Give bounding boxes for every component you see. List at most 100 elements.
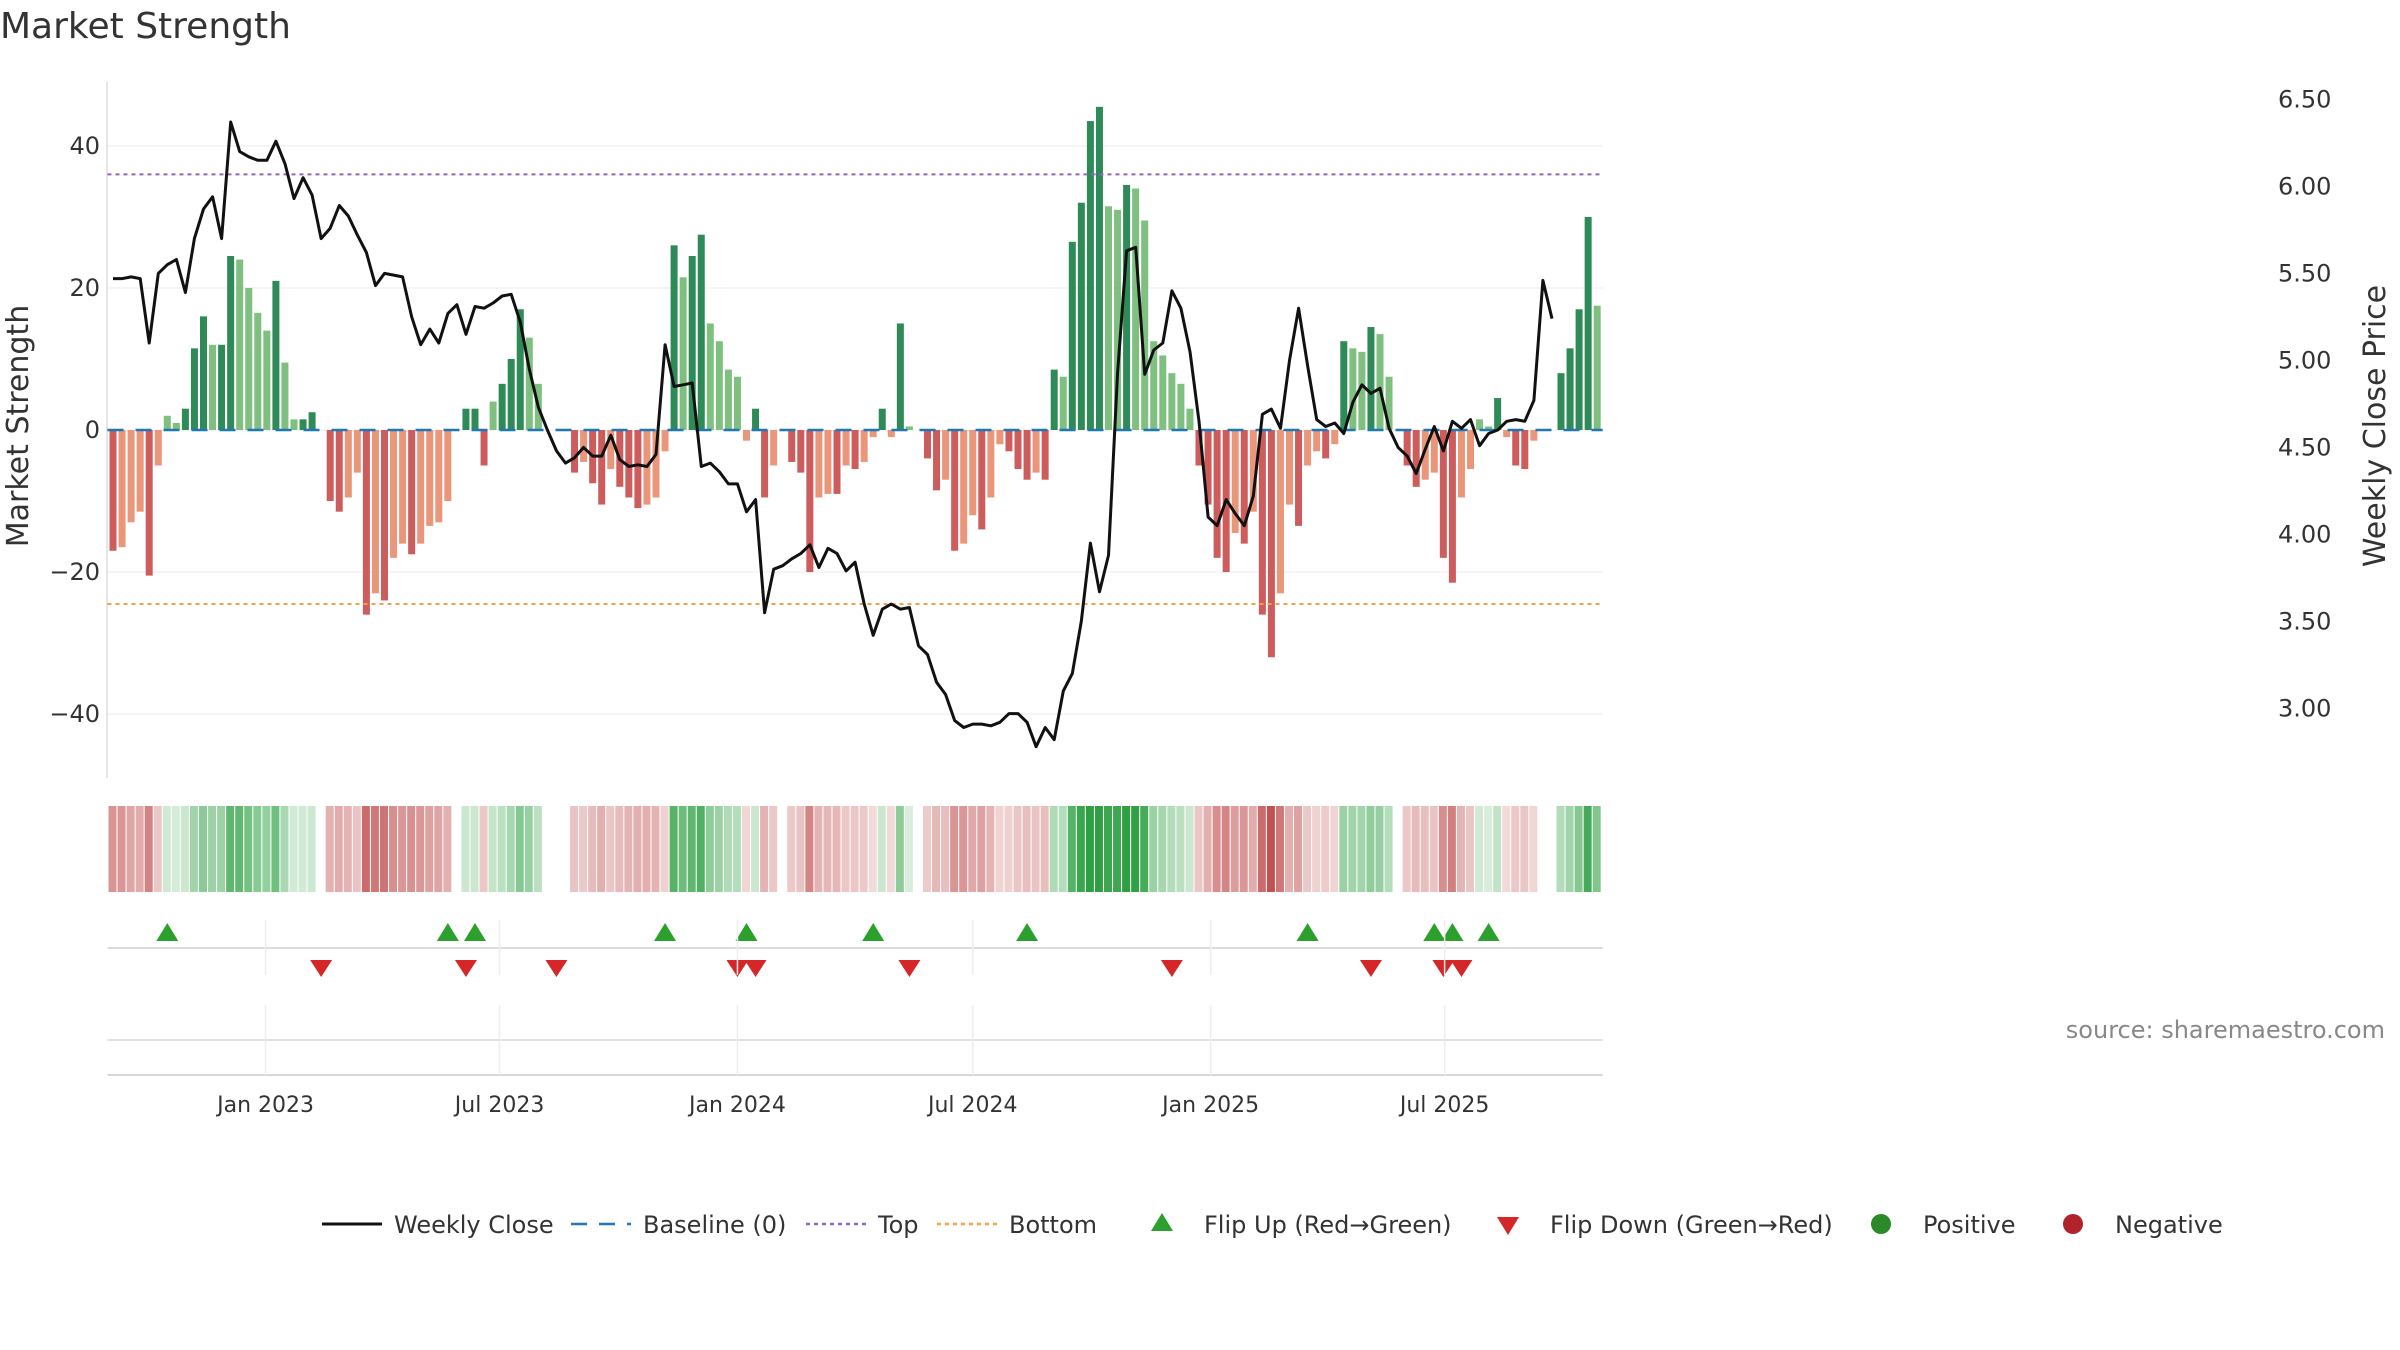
strength-bar <box>887 430 895 438</box>
y2-tick-label: 6.50 <box>2278 85 2331 113</box>
strength-bar <box>697 234 705 430</box>
y2-tick-label: 4.00 <box>2278 520 2331 548</box>
strength-bar <box>1313 430 1321 452</box>
heat-cell <box>171 806 180 892</box>
strength-bar <box>761 430 769 498</box>
heat-cell <box>1185 806 1194 892</box>
strength-bar <box>1439 430 1447 558</box>
strength-bar <box>1521 430 1529 470</box>
strength-bar <box>1457 430 1465 498</box>
strength-bar <box>1322 430 1330 459</box>
strength-bar <box>1267 430 1275 658</box>
legend-label: Weekly Close <box>394 1211 554 1239</box>
strength-bar <box>1276 430 1284 594</box>
heat-cell <box>1493 806 1502 892</box>
heat-cell <box>1040 806 1049 892</box>
heat-cell <box>1022 806 1031 892</box>
heat-cell <box>1158 806 1167 892</box>
strength-bar <box>1376 334 1384 430</box>
heat-cell <box>226 806 235 892</box>
heat-cell <box>986 806 995 892</box>
strength-bar <box>1385 376 1393 430</box>
strength-bar <box>1168 373 1176 430</box>
heat-cell <box>208 806 217 892</box>
heat-cell <box>1438 806 1447 892</box>
legend-item: Negative <box>2063 1211 2223 1239</box>
strength-bar <box>987 430 995 498</box>
y2-axis-label: Weekly Close Price <box>2358 285 2393 567</box>
heat-cell <box>859 806 868 892</box>
heat-cell <box>1447 806 1456 892</box>
heat-cell <box>832 806 841 892</box>
heat-cell <box>334 806 343 892</box>
axes: 40 20 0 −20 −40 6.50 6.00 5.50 5.00 4.50 4.00 3.50 3… <box>49 82 2331 778</box>
heat-cell <box>1502 806 1511 892</box>
strength-bar <box>670 245 678 430</box>
strength-bar <box>525 337 533 430</box>
heat-cell <box>850 806 859 892</box>
heat-cell <box>515 806 524 892</box>
strength-bar <box>1358 351 1366 430</box>
heat-cell <box>1411 806 1420 892</box>
strength-bar <box>190 348 198 430</box>
heat-cell <box>361 806 370 892</box>
heat-cell <box>1239 806 1248 892</box>
strength-bar <box>652 430 660 498</box>
y2-tick-label: 3.50 <box>2278 607 2331 635</box>
strength-bar <box>245 287 253 430</box>
flip-down-marker <box>545 960 568 977</box>
heat-cell <box>153 806 162 892</box>
source-note: source: sharemaestro.com <box>2066 1016 2385 1044</box>
y2-tick-label: 3.00 <box>2278 694 2331 722</box>
heat-cell <box>1122 806 1131 892</box>
strength-bar <box>408 430 416 555</box>
strength-bar <box>1014 430 1022 470</box>
strength-bar <box>1068 241 1076 430</box>
heat-cell <box>714 806 723 892</box>
strength-bar <box>824 430 832 494</box>
legend-label: Positive <box>1923 1211 2016 1239</box>
heat-cell <box>588 806 597 892</box>
flip-up-marker <box>1016 923 1039 941</box>
heat-cell <box>1520 806 1529 892</box>
strength-bar <box>1593 305 1601 430</box>
heat-cell <box>425 806 434 892</box>
heat-cell <box>253 806 262 892</box>
heat-cell <box>506 806 515 892</box>
strength-bar <box>299 419 307 430</box>
strength-bar <box>1349 348 1357 430</box>
heat-cell <box>678 806 687 892</box>
legend-label: Bottom <box>1009 1211 1097 1239</box>
strength-bar <box>1575 309 1583 430</box>
strength-bar <box>227 256 235 430</box>
x-tick-label: Jan 2024 <box>687 1093 786 1118</box>
heat-cell <box>1004 806 1013 892</box>
flip-down-marker <box>898 960 921 977</box>
heat-cell <box>923 806 931 892</box>
strength-bar <box>625 430 633 498</box>
strength-bar <box>1231 430 1239 533</box>
strength-bar <box>942 430 950 480</box>
heat-cell <box>814 806 823 892</box>
heat-cell <box>597 806 606 892</box>
strength-bar <box>362 430 370 615</box>
flip-down-marker <box>1432 960 1455 977</box>
strength-bar <box>1295 430 1303 526</box>
flip-up-marker <box>862 923 885 941</box>
legend-label: Flip Down (Green→Red) <box>1550 1211 1833 1239</box>
strength-bar <box>833 430 841 494</box>
strength-bar <box>1195 430 1203 466</box>
strength-bar <box>426 430 434 526</box>
flip-down-marker <box>1160 960 1183 977</box>
strength-bar <box>344 430 352 498</box>
heat-cell <box>1266 806 1275 892</box>
heat-cell <box>461 806 470 892</box>
weekly-close-series <box>113 120 1554 749</box>
heat-cell <box>398 806 407 892</box>
heat-cell <box>488 806 497 892</box>
heat-cell <box>1294 806 1303 892</box>
heat-cell <box>1466 806 1474 892</box>
strength-bar <box>1258 430 1266 615</box>
y-axis-label: Market Strength <box>1 305 36 547</box>
